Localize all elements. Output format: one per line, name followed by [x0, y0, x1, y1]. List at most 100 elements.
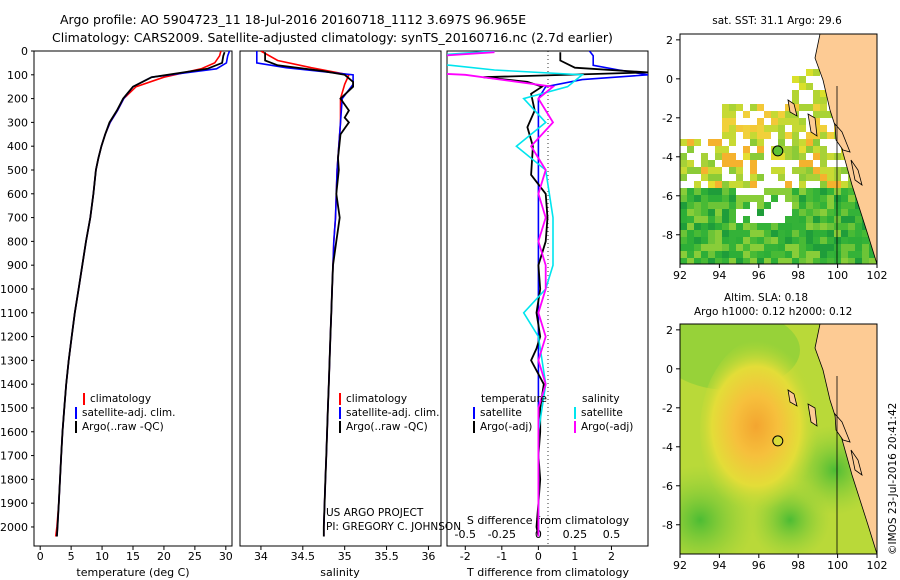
- header-line2: Climatology: CARS2009. Satellite-adjuste…: [52, 30, 613, 45]
- depth-tick-label: 600: [7, 188, 28, 201]
- depth-tick-label: 1400: [0, 378, 28, 391]
- legend-satellite: satellite-adj. clim.: [346, 407, 439, 419]
- island-shape: [850, 159, 863, 186]
- x-tick-label: 35.5: [374, 550, 399, 563]
- x-tick-label: -1: [496, 550, 507, 563]
- x-tick-label: -2: [460, 550, 471, 563]
- lon-tick-label: 100: [827, 559, 848, 572]
- legend-title-temperature: temperature: [481, 393, 547, 405]
- depth-tick-label: 1300: [0, 354, 28, 367]
- legend-climatology: climatology: [90, 393, 151, 405]
- island-shape: [787, 99, 798, 117]
- legend-salinity-argo: Argo(-adj): [581, 421, 633, 433]
- legend-satellite: satellite-adj. clim.: [82, 407, 175, 419]
- x-tick-label: 1: [571, 550, 578, 563]
- top-tick-label: -0.5: [455, 528, 476, 541]
- lon-tick-label: 94: [712, 269, 726, 282]
- depth-tick-label: 1000: [0, 283, 28, 296]
- difference-xlabel-top: S difference from climatology: [467, 514, 630, 527]
- lat-tick-label: -6: [662, 480, 673, 493]
- sst-map: [680, 34, 877, 264]
- lat-tick-label: -2: [662, 112, 673, 125]
- island-shape: [834, 122, 851, 153]
- depth-tick-label: 100: [7, 69, 28, 82]
- lat-tick-label: -6: [662, 190, 673, 203]
- depth-axis: 0 100 200 300 400 500 600 700 800 900 1000 1100 1200…: [0, 45, 34, 534]
- depth-tick-label: 1600: [0, 426, 28, 439]
- x-tick-label: 0: [37, 550, 44, 563]
- salinity-plot: [256, 51, 354, 537]
- legend-temperature-satellite: satellite: [480, 407, 522, 419]
- salinity-xlabel: salinity: [320, 566, 360, 579]
- depth-tick-label: 400: [7, 140, 28, 153]
- lat-tick-label: 0: [666, 73, 673, 86]
- lon-tick-label: 92: [673, 559, 687, 572]
- salinity-panel-frame: [239, 50, 442, 547]
- x-tick-label: 35: [338, 550, 352, 563]
- lat-tick-label: -8: [662, 519, 673, 532]
- lon-tick-label: 102: [867, 559, 888, 572]
- temperature-xlabel: temperature (deg C): [76, 566, 189, 579]
- salinity-x-axis: 34 34.5 35 35.5 36: [254, 546, 435, 563]
- lon-tick-label: 98: [791, 559, 805, 572]
- lat-tick-label: -2: [662, 402, 673, 415]
- sla-map: [680, 324, 877, 554]
- credit-stamp: ©IMOS 23-Jul-2016 20:41:42: [887, 403, 899, 555]
- series-satellite: [256, 51, 354, 537]
- series-salinity_satellite: [447, 51, 585, 537]
- lat-tick-label: -4: [662, 151, 673, 164]
- series-argo: [56, 51, 226, 537]
- island-shape: [834, 412, 851, 443]
- difference-xlabel: T difference from climatology: [466, 566, 629, 579]
- sst-map-axes: 92 94 96 98 100 102 2 0 -2 -4 -6 -8: [662, 34, 887, 282]
- sla-map-axes: 92 94 96 98 100 102 2 0 -2 -4 -6 -8: [662, 324, 887, 572]
- depth-tick-label: 800: [7, 235, 28, 248]
- depth-tick-label: 1800: [0, 473, 28, 486]
- x-tick-label: 15: [126, 550, 140, 563]
- x-tick-label: 34.5: [291, 550, 316, 563]
- island-shape: [850, 449, 863, 476]
- island-shape: [807, 113, 818, 137]
- x-tick-label: 20: [157, 550, 171, 563]
- legend-climatology: climatology: [346, 393, 407, 405]
- depth-tick-label: 2000: [0, 521, 28, 534]
- lat-tick-label: 0: [666, 363, 673, 376]
- lon-tick-label: 92: [673, 269, 687, 282]
- series-satellite: [56, 51, 231, 537]
- depth-tick-label: 1700: [0, 450, 28, 463]
- x-tick-label: 0: [535, 550, 542, 563]
- x-tick-label: 25: [188, 550, 202, 563]
- depth-tick-label: 0: [21, 45, 28, 58]
- depth-tick-label: 1900: [0, 497, 28, 510]
- x-tick-label: 5: [68, 550, 75, 563]
- depth-tick-label: 900: [7, 259, 28, 272]
- lon-tick-label: 96: [752, 559, 766, 572]
- lon-tick-label: 98: [791, 269, 805, 282]
- sla-map-frame: [679, 323, 878, 555]
- series-climatology: [54, 51, 222, 537]
- header-line1: Argo profile: AO 5904723_11 18-Jul-2016 …: [60, 12, 526, 27]
- lat-tick-label: -4: [662, 441, 673, 454]
- difference-x-axis: -2 -1 0 1 2: [460, 546, 615, 563]
- depth-tick-label: 1100: [0, 307, 28, 320]
- series-salinity_argo: [447, 51, 556, 537]
- series-climatology: [260, 51, 351, 537]
- series-temperature_argo: [483, 52, 648, 537]
- x-tick-label: 2: [608, 550, 615, 563]
- difference-panel-frame: [446, 50, 649, 547]
- x-tick-label: 30: [219, 550, 233, 563]
- x-tick-label: 10: [95, 550, 109, 563]
- top-tick-label: 0.25: [563, 528, 588, 541]
- sst-map-title: sat. SST: 31.1 Argo: 29.6: [712, 15, 842, 27]
- lon-tick-label: 96: [752, 269, 766, 282]
- x-tick-label: 34: [254, 550, 268, 563]
- island-shape: [787, 389, 798, 407]
- series-argo: [264, 52, 354, 537]
- depth-tick-label: 500: [7, 164, 28, 177]
- lon-tick-label: 102: [867, 269, 888, 282]
- lon-tick-label: 100: [827, 269, 848, 282]
- credit-pi: PI: GREGORY C. JOHNSON: [326, 521, 461, 533]
- depth-tick-label: 200: [7, 93, 28, 106]
- depth-tick-label: 300: [7, 116, 28, 129]
